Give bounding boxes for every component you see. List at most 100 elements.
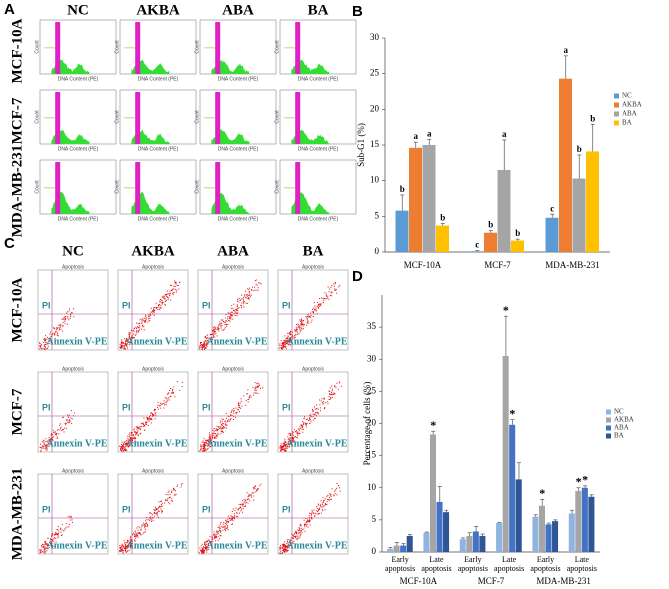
column-header: AKBA xyxy=(131,243,175,259)
x-axis-label: DNA Content (PE) xyxy=(298,76,339,82)
significance-label: b xyxy=(400,184,405,194)
bar xyxy=(429,434,436,552)
gate-label: Apoptosis xyxy=(62,468,84,474)
legend-swatch xyxy=(606,417,611,423)
histogram-area xyxy=(211,60,250,74)
gate-label: Apoptosis xyxy=(222,366,244,372)
x-tick-label: Late apoptosis xyxy=(421,555,452,573)
bar xyxy=(484,232,497,252)
histogram-frame xyxy=(39,159,117,215)
cell-dots xyxy=(199,483,262,554)
histogram-peak xyxy=(55,162,61,214)
y-axis-label: PI xyxy=(42,300,51,310)
x-axis-label: Annexin V-PE xyxy=(206,438,267,449)
bar xyxy=(532,516,539,552)
x-axis-label: DNA Content (PE) xyxy=(298,146,339,152)
x-axis-label: DNA Content (PE) xyxy=(138,146,179,152)
x-axis-label: Annexin V-PE xyxy=(126,336,187,347)
x-tick-label: Early apoptosis xyxy=(385,555,416,573)
x-tick-label-box: Late apoptosis xyxy=(494,555,524,573)
y-axis-label: Count xyxy=(34,110,40,124)
gate-label: Apoptosis xyxy=(62,264,84,270)
group-label: MCF-7 xyxy=(478,576,505,586)
bar xyxy=(470,251,484,252)
x-tick-label-box: Late apoptosis xyxy=(567,555,597,573)
significance-label: b xyxy=(515,228,520,238)
row-header: MCF-7 xyxy=(9,388,25,435)
cell-dots xyxy=(39,515,73,554)
y-axis-label: Count xyxy=(274,40,280,54)
y-axis-label: Count xyxy=(194,110,200,124)
x-axis-label: Annexin V-PE xyxy=(286,540,347,551)
gate-label: Apoptosis xyxy=(62,366,84,372)
legend-label: NC xyxy=(622,92,632,100)
row-header: MCF-10A xyxy=(9,277,25,342)
gate-label: Apoptosis xyxy=(302,468,324,474)
gate-label: Apoptosis xyxy=(142,366,164,372)
histogram-peak xyxy=(55,92,61,144)
gate-label: Apoptosis xyxy=(302,366,324,372)
x-tick-label-box: Early apoptosis xyxy=(530,555,560,573)
significance-label: a xyxy=(414,131,419,141)
significance-label: a xyxy=(502,129,507,139)
y-tick-label: 25 xyxy=(367,385,377,395)
y-axis-label: PI xyxy=(42,504,51,514)
legend-label: AKBA xyxy=(622,101,642,109)
dot-plot-frame xyxy=(117,371,189,453)
gate-label: Apoptosis xyxy=(142,468,164,474)
bar xyxy=(509,424,516,552)
dot-plot-frame xyxy=(117,473,189,555)
x-tick-label-box: Early apoptosis xyxy=(385,555,416,573)
bar xyxy=(423,532,430,552)
bar xyxy=(479,535,486,552)
significance-label: c xyxy=(475,240,479,250)
legend-label: ABA xyxy=(622,110,637,118)
significance-label: * xyxy=(539,486,545,500)
column-header: BA xyxy=(308,2,329,18)
y-axis-label: Count xyxy=(114,110,120,124)
histogram-area xyxy=(131,59,170,74)
significance-label: * xyxy=(503,303,509,317)
panel-label: B xyxy=(352,3,363,20)
legend-swatch xyxy=(614,102,619,108)
y-axis-label: Count xyxy=(274,110,280,124)
x-axis-label: DNA Content (PE) xyxy=(58,216,99,222)
x-axis-label: Annexin V-PE xyxy=(286,336,347,347)
x-axis-label: DNA Content (PE) xyxy=(218,216,259,222)
row-header: MDA-MB-231 xyxy=(9,468,25,560)
histogram-frame xyxy=(119,19,197,75)
column-header: AKBA xyxy=(136,2,180,18)
row-header: MCF-7 xyxy=(9,97,25,144)
y-axis-label: PI xyxy=(122,300,131,310)
legend-label: ABA xyxy=(614,424,629,432)
column-header: ABA xyxy=(222,2,254,18)
legend-swatch xyxy=(614,120,619,126)
significance-label: a xyxy=(427,128,432,138)
row-header: MDA-MB-231 xyxy=(9,145,25,237)
histogram-peak xyxy=(215,92,221,144)
bar xyxy=(409,147,422,252)
y-axis-label: Count xyxy=(34,180,40,194)
panel-label: A xyxy=(4,1,15,18)
dot-plot-frame xyxy=(37,371,109,453)
dot-plot-frame xyxy=(37,473,109,555)
y-axis-label: PI xyxy=(282,504,291,514)
x-axis-label: Annexin V-PE xyxy=(206,336,267,347)
legend-label: NC xyxy=(614,408,624,416)
dot-plot-frame xyxy=(277,269,349,351)
x-axis-label: Annexin V-PE xyxy=(206,540,267,551)
column-header: ABA xyxy=(217,243,249,259)
dot-plot-frame xyxy=(197,473,269,555)
y-tick-label: 5 xyxy=(372,514,377,524)
bar xyxy=(436,501,443,552)
histogram-area xyxy=(51,191,90,214)
legend-label: AKBA xyxy=(614,416,634,424)
bar xyxy=(496,523,503,552)
y-axis-label: PI xyxy=(282,402,291,412)
y-axis-label: Percentage of cells (%) xyxy=(362,382,372,466)
histogram-area xyxy=(291,59,330,74)
column-header: NC xyxy=(62,243,84,259)
y-axis-label: Count xyxy=(34,40,40,54)
bar xyxy=(568,513,575,552)
x-axis-label: Annexin V-PE xyxy=(46,438,107,449)
